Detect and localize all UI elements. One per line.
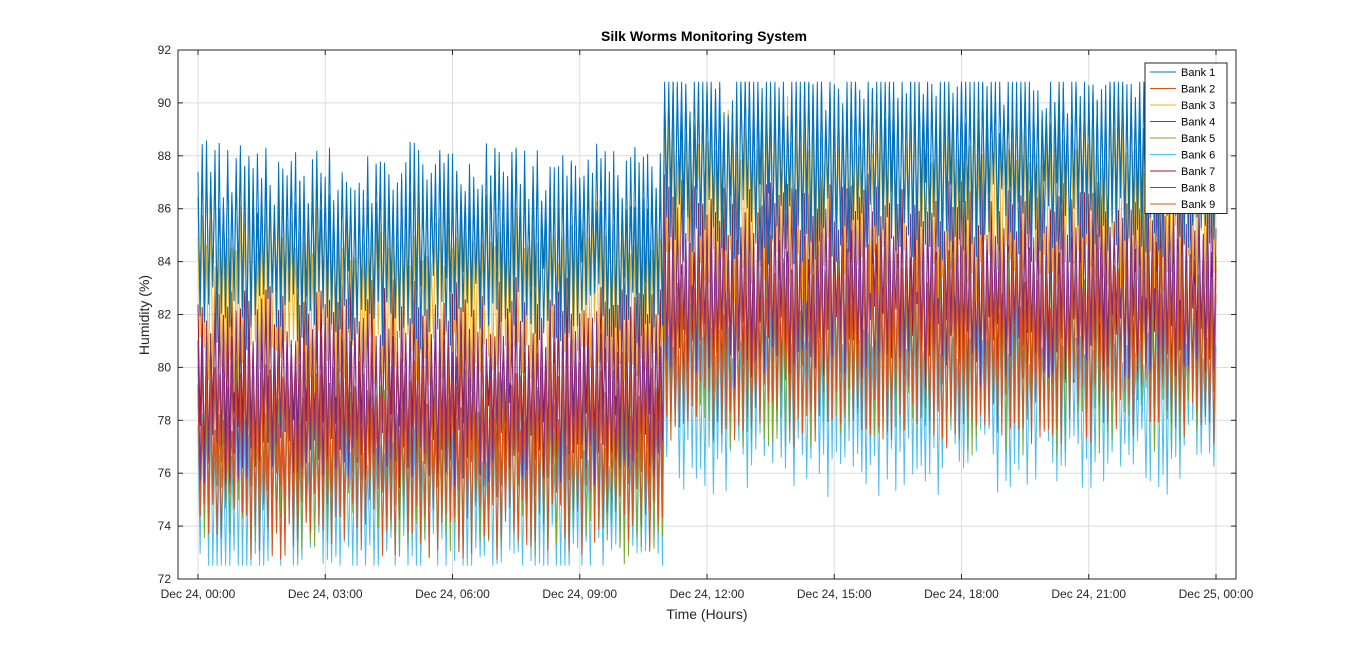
x-tick-label: Dec 24, 03:00 [288,587,363,601]
series-line [197,87,1217,398]
x-tick-label: Dec 24, 15:00 [797,587,872,601]
y-tick-label: 86 [158,202,172,216]
y-tick-label: 84 [158,255,172,269]
legend: Bank 1 Bank 2 Bank 3 Bank 4 Bank 5 Bank 6 Bank… [1144,62,1228,214]
x-tick-label: Dec 24, 06:00 [415,587,490,601]
y-tick-label: 92 [158,43,172,57]
legend-entry: Bank 5 [1181,133,1215,145]
x-tick-label: Dec 24, 18:00 [924,587,999,601]
x-axis-label: Time (Hours) [666,606,747,622]
legend-entry: Bank 2 [1181,84,1215,96]
legend-entry: Bank 6 [1181,150,1215,162]
x-tick-label: Dec 24, 12:00 [670,587,745,601]
y-axis: 72 74 76 78 80 82 84 86 88 90 92 [158,43,1236,586]
y-tick-label: 80 [158,360,172,374]
legend-entry: Bank 1 [1181,67,1215,79]
y-tick-label: 88 [158,149,172,163]
x-tick-label: Dec 25, 00:00 [1179,587,1254,601]
series-line [197,81,1217,343]
series-lines [197,81,1217,566]
y-tick-label: 90 [158,96,172,110]
x-tick-label: Dec 24, 00:00 [161,587,236,601]
x-tick-label: Dec 24, 09:00 [542,587,617,601]
y-tick-label: 82 [158,308,172,322]
x-axis: Dec 24, 00:00 Dec 24, 03:00 Dec 24, 06:00 D… [161,50,1254,601]
legend-entry: Bank 7 [1181,166,1215,178]
legend-entry: Bank 4 [1181,117,1215,129]
y-tick-label: 74 [158,519,172,533]
y-tick-label: 76 [158,466,172,480]
y-tick-label: 78 [158,413,172,427]
legend-entry: Bank 3 [1181,100,1215,112]
x-tick-label: Dec 24, 21:00 [1051,587,1126,601]
y-tick-label: 72 [158,572,172,586]
chart-title: Silk Worms Monitoring System [601,28,807,44]
legend-entry: Bank 9 [1181,199,1215,211]
series-line [197,169,1217,488]
legend-entry: Bank 8 [1181,183,1215,195]
y-axis-label: Humidity (%) [136,275,152,355]
